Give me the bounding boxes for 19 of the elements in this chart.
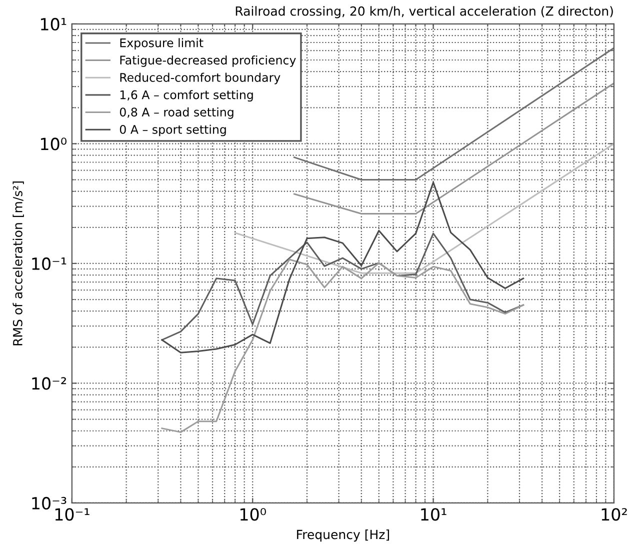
x-tick-label: 10² (602, 508, 627, 521)
x-tick-label: 10⁻¹ (55, 508, 90, 521)
x-axis-title: Frequency [Hz] (297, 530, 390, 542)
legend-label: 1,6 A – comfort setting (120, 90, 253, 102)
legend-label: 0 A – sport setting (120, 124, 226, 136)
line-series (161, 258, 524, 433)
y-tick-label: 10⁰ (41, 138, 66, 150)
y-axis-title: RMS of acceleration [m/s²] (12, 182, 24, 346)
x-tick-label: 10¹ (421, 508, 446, 521)
chart-title: Railroad crossing, 20 km/h, vertical acceleration (Z directon) (236, 6, 613, 18)
y-tick-label: 10⁻¹ (32, 257, 66, 270)
legend-label: 0,8 A – road setting (120, 107, 234, 119)
legend-label: Fatigue-decreased proficiency (120, 55, 296, 67)
y-tick-label: 10⁻³ (32, 496, 66, 510)
legend-label: Exposure limit (120, 38, 204, 50)
legend-label: Reduced-comfort boundary (120, 72, 280, 84)
x-tick-label: 10⁰ (240, 508, 266, 521)
y-tick-label: 10⁻² (32, 377, 66, 390)
y-tick-label: 10¹ (41, 18, 66, 31)
